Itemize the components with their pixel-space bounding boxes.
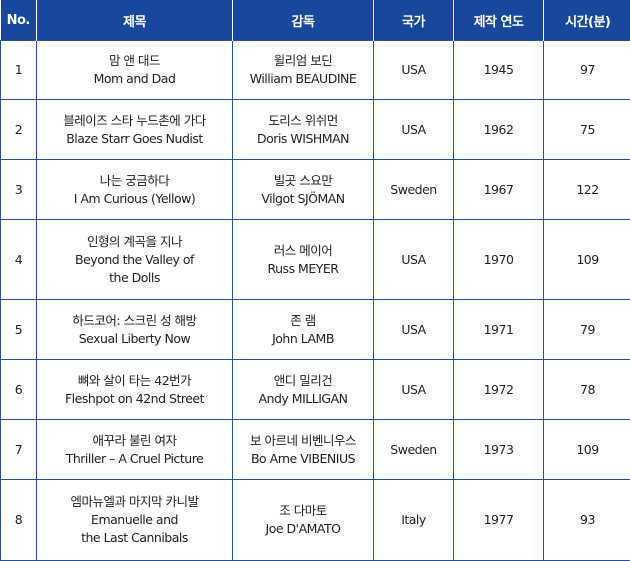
column-header-minutes: 시간(분) bbox=[544, 0, 630, 41]
director-line: 존 램 bbox=[233, 312, 373, 330]
title-line: 맘 앤 대드 bbox=[37, 52, 232, 70]
title-line: I Am Curious (Yellow) bbox=[37, 190, 232, 208]
director-line: 윌리엄 보딘 bbox=[233, 52, 373, 70]
cell-year: 1971 bbox=[454, 300, 544, 360]
title-line: 뼈와 살이 타는 42번가 bbox=[37, 372, 232, 390]
cell-no: 7 bbox=[1, 420, 37, 480]
title-line: 인형의 계곡을 지나 bbox=[37, 233, 232, 251]
title-line: Mom and Dad bbox=[37, 70, 232, 88]
title-line: 엠마뉴엘과 마지막 카니발 bbox=[37, 493, 232, 511]
title-line: Thriller – A Cruel Picture bbox=[37, 450, 232, 468]
cell-no: 4 bbox=[1, 220, 37, 300]
cell-minutes: 75 bbox=[544, 100, 630, 160]
director-line: 빌곳 스요만 bbox=[233, 172, 373, 190]
director-line: Doris WISHMAN bbox=[233, 130, 373, 148]
cell-minutes: 79 bbox=[544, 300, 630, 360]
cell-minutes: 93 bbox=[544, 480, 630, 561]
cell-minutes: 78 bbox=[544, 360, 630, 420]
cell-minutes: 109 bbox=[544, 220, 630, 300]
column-header-year: 제작 연도 bbox=[454, 0, 544, 41]
cell-minutes: 109 bbox=[544, 420, 630, 480]
cell-no: 3 bbox=[1, 160, 37, 220]
director-line: 러스 메이어 bbox=[233, 242, 373, 260]
cell-year: 1972 bbox=[454, 360, 544, 420]
cell-country: USA bbox=[374, 360, 454, 420]
cell-no: 5 bbox=[1, 300, 37, 360]
director-line: Vilgot SJÖMAN bbox=[233, 190, 373, 208]
cell-minutes: 97 bbox=[544, 41, 630, 100]
title-line: Emanuelle and bbox=[37, 511, 232, 529]
title-line: 블레이즈 스타 누드촌에 가다 bbox=[37, 112, 232, 130]
cell-country: USA bbox=[374, 41, 454, 100]
title-line: Sexual Liberty Now bbox=[37, 330, 232, 348]
title-line: 나는 궁금하다 bbox=[37, 172, 232, 190]
cell-country: USA bbox=[374, 220, 454, 300]
director-line: 보 아르네 비벤니우스 bbox=[233, 432, 373, 450]
director-line: Andy MILLIGAN bbox=[233, 390, 373, 408]
cell-no: 6 bbox=[1, 360, 37, 420]
cell-minutes: 122 bbox=[544, 160, 630, 220]
director-line: Joe D'AMATO bbox=[233, 520, 373, 538]
cell-country: Sweden bbox=[374, 160, 454, 220]
director-line: Russ MEYER bbox=[233, 260, 373, 278]
cell-year: 1970 bbox=[454, 220, 544, 300]
column-header-director: 감독 bbox=[233, 0, 374, 41]
cell-no: 8 bbox=[1, 480, 37, 561]
title-line: the Dolls bbox=[37, 269, 232, 287]
cell-no: 1 bbox=[1, 41, 37, 100]
director-line: 앤디 밀리건 bbox=[233, 372, 373, 390]
title-line: 애꾸라 불린 여자 bbox=[37, 432, 232, 450]
cell-year: 1962 bbox=[454, 100, 544, 160]
column-header-title: 제목 bbox=[37, 0, 233, 41]
title-line: 하드코어: 스크린 성 해방 bbox=[37, 312, 232, 330]
title-line: Fleshpot on 42nd Street bbox=[37, 390, 232, 408]
title-line: Blaze Starr Goes Nudist bbox=[37, 130, 232, 148]
title-line: the Last Cannibals bbox=[37, 529, 232, 547]
cell-country: USA bbox=[374, 300, 454, 360]
director-line: 조 다마토 bbox=[233, 502, 373, 520]
cell-year: 1977 bbox=[454, 480, 544, 561]
cell-country: Italy bbox=[374, 480, 454, 561]
director-line: 도리스 위쉬먼 bbox=[233, 112, 373, 130]
column-header-no: No. bbox=[1, 0, 37, 41]
cell-year: 1967 bbox=[454, 160, 544, 220]
cell-country: Sweden bbox=[374, 420, 454, 480]
title-line: Beyond the Valley of bbox=[37, 251, 232, 269]
director-line: Bo Arne VIBENIUS bbox=[233, 450, 373, 468]
cell-year: 1973 bbox=[454, 420, 544, 480]
cell-country: USA bbox=[374, 100, 454, 160]
director-line: William BEAUDINE bbox=[233, 70, 373, 88]
column-header-country: 국가 bbox=[374, 0, 454, 41]
cell-year: 1945 bbox=[454, 41, 544, 100]
cell-no: 2 bbox=[1, 100, 37, 160]
director-line: John LAMB bbox=[233, 330, 373, 348]
